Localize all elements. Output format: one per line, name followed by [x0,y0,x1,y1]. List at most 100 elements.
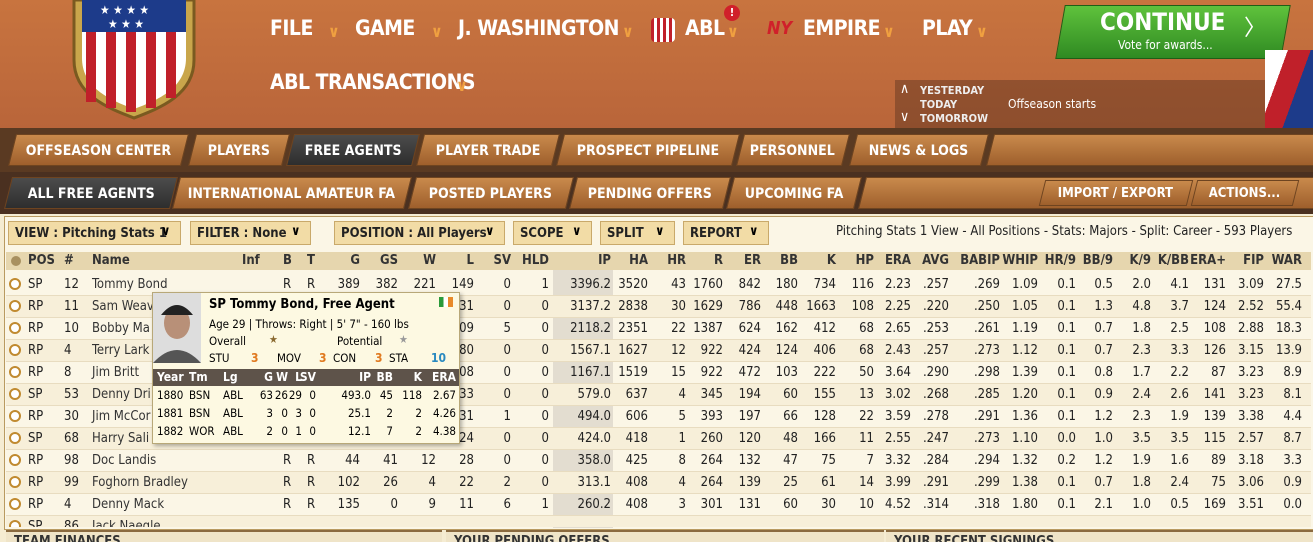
table-cell: 0.1 [1057,321,1076,336]
table-cell: 4 [678,475,686,490]
calendar-nav[interactable]: TODAY [920,98,958,111]
menu-chevron: ∨ [456,76,468,95]
potential-label: Potential [337,334,383,348]
column-header[interactable]: HR/9 [1044,253,1076,268]
table-cell: 22 [859,409,874,424]
table-cell: 472 [738,365,761,380]
column-header[interactable]: G [350,253,360,268]
table-cell[interactable]: Harry Sali [92,431,150,446]
column-header[interactable]: T [307,253,315,268]
column-header[interactable]: K/9 [1129,253,1151,268]
table-cell: 0.1 [1057,387,1076,402]
row-select[interactable] [9,454,21,466]
table-cell: SP [28,519,43,527]
column-header[interactable]: K [826,253,836,268]
menu-item[interactable]: GAME [355,16,415,40]
table-cell[interactable]: Bobby Ma [92,321,150,336]
column-header[interactable]: L [466,253,474,268]
row-select[interactable] [9,476,21,488]
column-header[interactable]: HR [667,253,686,268]
alert-badge: ! [724,5,740,21]
dropdown-chevron: ∨ [572,224,582,239]
menu-item[interactable]: EMPIRE [803,16,881,40]
column-header[interactable]: R [713,253,723,268]
table-cell[interactable]: Foghorn Bradley [92,475,188,490]
table-cell[interactable]: Doc Landis [92,453,157,468]
table-cell: 5 [678,409,686,424]
column-header[interactable]: BB/9 [1082,253,1113,268]
tooltip-col: Tm [189,370,208,384]
table-cell[interactable]: Denny Mack [92,497,165,512]
row-select[interactable] [9,300,21,312]
table-cell[interactable]: Denny Dri [92,387,151,402]
table-cell[interactable]: Tommy Bond [92,277,168,292]
menu-item[interactable]: FILE [270,16,313,40]
menu-item[interactable]: J. WASHINGTON [458,16,619,40]
column-header[interactable]: W [423,253,436,268]
filter-dropdown[interactable]: POSITION : All Players [334,221,505,245]
filter-dropdown[interactable]: REPORT [683,221,769,245]
column-header[interactable]: Name [92,253,130,268]
column-header[interactable]: # [64,253,74,268]
column-header[interactable]: ER [744,253,761,268]
column-header[interactable]: SV [493,253,511,268]
table-cell: 2.2 [1170,365,1189,380]
table-cell: SP [28,387,43,402]
calendar-nav[interactable]: YESTERDAY [920,84,985,97]
table-cell: 68 [64,431,79,446]
table-cell: 1.7 [1132,365,1151,380]
row-select[interactable] [9,366,21,378]
table-cell: 1519 [618,365,648,380]
table-cell: 98 [64,453,79,468]
column-header[interactable]: BB [780,253,798,268]
menu-item[interactable]: PLAY [922,16,973,40]
table-cell: .253 [922,321,949,336]
column-header[interactable]: B [283,253,292,268]
row-select[interactable] [9,498,21,510]
column-header[interactable]: WHIP [1002,253,1038,268]
table-cell[interactable]: Jack Naegle [92,519,161,527]
column-header[interactable]: HA [629,253,648,268]
column-header[interactable]: IP [598,253,611,268]
column-header[interactable]: ERA [884,253,911,268]
table-cell[interactable]: Sam Weav [92,299,154,314]
table-cell: 3.18 [1237,453,1264,468]
row-select[interactable] [9,410,21,422]
table-cell[interactable]: Jim Britt [92,365,140,380]
row-select[interactable] [9,388,21,400]
column-header[interactable]: HLD [522,253,549,268]
table-cell: 4 [64,497,72,512]
table-cell: 222 [813,365,836,380]
column-header[interactable]: WAR [1271,253,1302,268]
calendar-nav[interactable]: TOMORROW [920,112,988,125]
flag-icon [439,297,453,307]
filter-dropdown[interactable]: VIEW : Pitching Stats 1 [8,221,181,245]
row-select[interactable] [9,432,21,444]
filter-dropdown[interactable]: SCOPE [513,221,592,245]
table-cell: 2.57 [1237,431,1264,446]
column-header[interactable]: AVG [922,253,949,268]
continue-label[interactable]: CONTINUE [1100,8,1226,36]
menu-item[interactable]: ABL [685,16,725,40]
filter-dropdown[interactable]: SPLIT [600,221,675,245]
row-select[interactable] [9,344,21,356]
row-select[interactable] [9,278,21,290]
column-header[interactable]: K/BB [1157,253,1189,268]
column-header[interactable]: POS [28,253,55,268]
table-cell: 0.9 [1094,387,1113,402]
row-select[interactable] [9,520,21,527]
row-select[interactable] [9,322,21,334]
column-header[interactable]: Inf [242,253,260,268]
column-header[interactable]: GS [379,253,398,268]
filter-dropdown[interactable]: FILTER : None [190,221,311,245]
table-cell: 1.8 [1132,475,1151,490]
table-cell: 53 [64,387,79,402]
table-cell[interactable]: Jim McCor [92,409,151,424]
column-header[interactable]: HP [855,253,874,268]
menu-item[interactable]: ABL TRANSACTIONS [270,70,475,94]
column-header[interactable]: ERA+ [1190,253,1226,268]
column-header[interactable]: BABIP [960,253,1000,268]
table-cell: 7 [866,453,874,468]
table-cell[interactable]: Terry Lark [92,343,150,358]
column-header[interactable]: FIP [1243,253,1264,268]
